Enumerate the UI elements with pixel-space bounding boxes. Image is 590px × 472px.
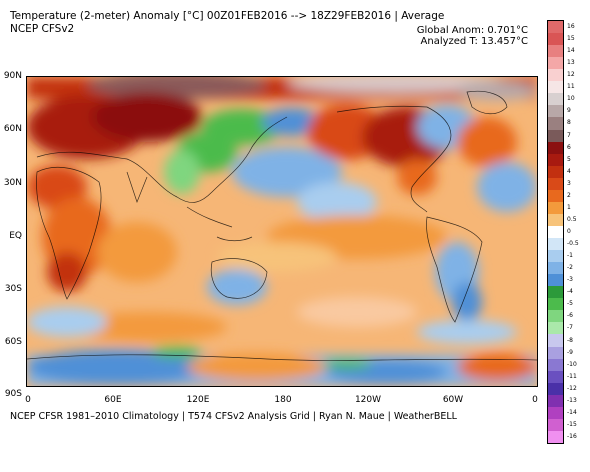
colorbar-swatch bbox=[548, 81, 563, 94]
colorbar-label: 8 bbox=[567, 119, 571, 127]
colorbar-label: 10 bbox=[567, 95, 575, 103]
colorbar-label: 12 bbox=[567, 71, 575, 79]
colorbar-swatch bbox=[548, 165, 563, 179]
lon-label-0-east: 0 bbox=[532, 395, 538, 405]
anomaly-map bbox=[26, 76, 538, 387]
lon-label-0-west: 0 bbox=[25, 395, 31, 405]
colorbar-swatch bbox=[548, 225, 563, 239]
colorbar-label: -13 bbox=[567, 396, 577, 404]
lat-label-60n: 60N bbox=[3, 124, 22, 134]
colorbar-label: 6 bbox=[567, 143, 571, 151]
colorbar-label: -1 bbox=[567, 252, 573, 260]
colorbar-swatch bbox=[548, 322, 563, 335]
colorbar-label: 0 bbox=[567, 228, 571, 235]
lat-label-30n: 30N bbox=[3, 178, 22, 188]
colorbar-label: -5 bbox=[567, 300, 573, 308]
colorbar-swatch bbox=[548, 45, 563, 58]
colorbar-label: 1 bbox=[567, 203, 571, 211]
lat-label-90s: 90S bbox=[4, 389, 22, 399]
colorbar-swatch bbox=[548, 334, 563, 348]
colorbar-swatch bbox=[548, 141, 563, 155]
colorbar-swatch bbox=[548, 213, 563, 227]
colorbar-label: 7 bbox=[567, 131, 571, 139]
colorbar-swatch bbox=[548, 21, 563, 34]
colorbar-swatch bbox=[548, 406, 563, 420]
anomaly-field bbox=[27, 77, 537, 386]
lat-label-eq: EQ bbox=[9, 231, 22, 241]
anomaly-map-graphic bbox=[27, 77, 537, 386]
colorbar-label: -6 bbox=[567, 312, 573, 320]
colorbar-label: 16 bbox=[567, 23, 575, 31]
colorbar-label: -0.5 bbox=[567, 240, 579, 248]
colorbar-swatch bbox=[548, 274, 563, 287]
model-name: NCEP CFSv2 bbox=[10, 23, 75, 35]
coastlines bbox=[27, 90, 537, 361]
colorbar-label: -16 bbox=[567, 432, 577, 440]
colorbar-label: 9 bbox=[567, 107, 571, 115]
map-title: Temperature (2-meter) Anomaly [°C] 00Z01… bbox=[10, 10, 445, 22]
credits-footer: NCEP CFSR 1981–2010 Climatology | T574 C… bbox=[10, 411, 457, 422]
colorbar-label: -12 bbox=[567, 384, 577, 392]
global-anomaly-readout: Global Anom: 0.701°C bbox=[416, 25, 528, 36]
lon-label-60w: 60W bbox=[442, 395, 464, 405]
colorbar-label: 2 bbox=[567, 191, 571, 199]
colorbar-swatch bbox=[548, 310, 563, 323]
colorbar-label: -4 bbox=[567, 288, 573, 296]
colorbar-swatch bbox=[548, 93, 563, 106]
colorbar-label: -2 bbox=[567, 264, 573, 272]
colorbar-swatch bbox=[548, 201, 563, 215]
colorbar-legend bbox=[547, 20, 564, 444]
colorbar-swatch bbox=[548, 418, 563, 432]
colorbar-label: 4 bbox=[567, 167, 571, 175]
lat-label-60s: 60S bbox=[4, 337, 22, 347]
colorbar-swatch bbox=[548, 358, 563, 372]
colorbar-swatch bbox=[548, 346, 563, 360]
lat-label-30s: 30S bbox=[4, 284, 22, 294]
colorbar-swatch bbox=[548, 105, 563, 118]
colorbar-swatch bbox=[548, 117, 563, 130]
colorbar-swatch bbox=[548, 262, 563, 275]
colorbar-swatch bbox=[548, 189, 563, 203]
colorbar-label: 3 bbox=[567, 179, 571, 187]
colorbar-label: -10 bbox=[567, 360, 577, 368]
colorbar-swatch bbox=[548, 394, 563, 408]
colorbar-swatch bbox=[548, 33, 563, 46]
colorbar-label: -14 bbox=[567, 408, 577, 416]
colorbar-swatch bbox=[548, 153, 563, 167]
colorbar-label: -8 bbox=[567, 336, 573, 344]
colorbar-label: 11 bbox=[567, 83, 575, 91]
colorbar-swatch bbox=[548, 430, 563, 444]
colorbar-swatch bbox=[548, 238, 563, 251]
colorbar-swatch bbox=[548, 382, 563, 396]
colorbar-label: 15 bbox=[567, 35, 575, 43]
colorbar-swatch bbox=[548, 286, 563, 299]
colorbar-swatch bbox=[548, 57, 563, 70]
colorbar-label: -15 bbox=[567, 420, 577, 428]
colorbar-label: -11 bbox=[567, 372, 577, 380]
analyzed-temperature-readout: Analyzed T: 13.457°C bbox=[420, 36, 528, 47]
lon-label-120w: 120W bbox=[354, 395, 382, 405]
lon-label-180: 180 bbox=[274, 395, 292, 405]
colorbar-swatch bbox=[548, 177, 563, 191]
lon-label-120e: 120E bbox=[186, 395, 210, 405]
colorbar-label: -7 bbox=[567, 324, 573, 332]
colorbar-label: -3 bbox=[567, 276, 573, 284]
colorbar-label: -9 bbox=[567, 348, 573, 356]
colorbar-swatch bbox=[548, 298, 563, 311]
colorbar-label: 0.5 bbox=[567, 215, 577, 223]
colorbar-label: 5 bbox=[567, 155, 571, 163]
colorbar-swatch bbox=[548, 370, 563, 384]
colorbar-swatch bbox=[548, 69, 563, 82]
lat-label-90n: 90N bbox=[3, 71, 22, 81]
colorbar-swatch bbox=[548, 129, 563, 143]
colorbar-swatch bbox=[548, 250, 563, 263]
colorbar-label: 13 bbox=[567, 59, 575, 67]
lon-label-60e: 60E bbox=[104, 395, 122, 405]
colorbar-label: 14 bbox=[567, 47, 575, 55]
